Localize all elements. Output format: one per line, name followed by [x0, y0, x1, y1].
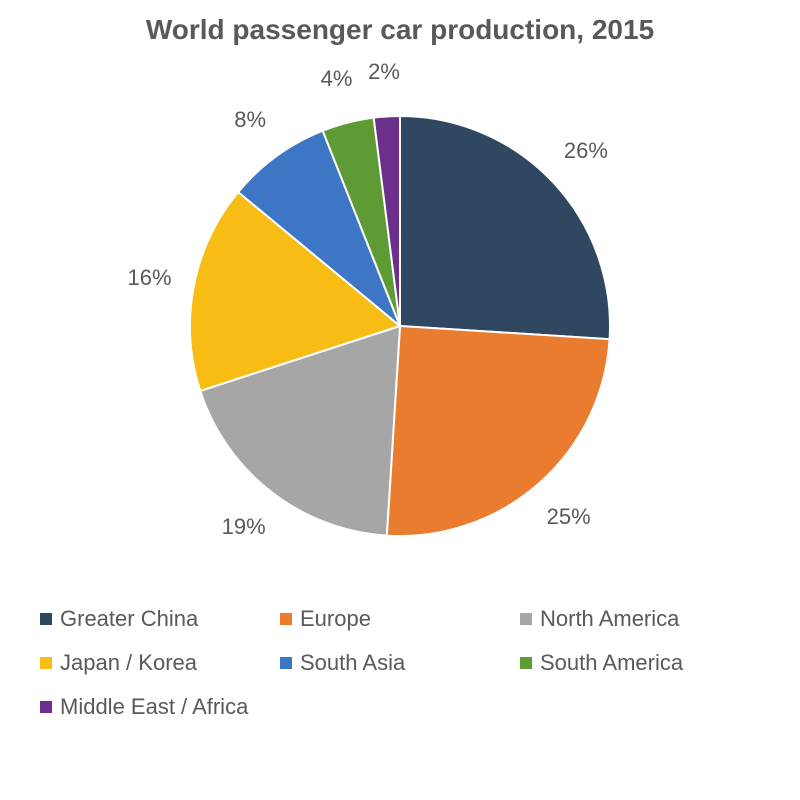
legend-item: Japan / Korea: [40, 650, 280, 676]
slice-label: 25%: [547, 504, 591, 530]
slice-label: 26%: [564, 138, 608, 164]
legend-swatch: [280, 657, 292, 669]
legend-swatch: [520, 657, 532, 669]
slice-label: 16%: [127, 265, 171, 291]
chart-title: World passenger car production, 2015: [0, 0, 800, 46]
legend-label: South America: [540, 650, 683, 676]
pie-svg: [188, 114, 612, 538]
legend-item: North America: [520, 606, 760, 632]
legend-item: South Asia: [280, 650, 520, 676]
legend-label: Middle East / Africa: [60, 694, 248, 720]
legend: Greater China Europe North America Japan / …: [0, 606, 800, 720]
legend-label: Greater China: [60, 606, 198, 632]
slice-label: 19%: [222, 514, 266, 540]
legend-swatch: [40, 701, 52, 713]
legend-item: Middle East / Africa: [40, 694, 280, 720]
slice-label: 8%: [234, 107, 266, 133]
legend-item: Greater China: [40, 606, 280, 632]
legend-swatch: [280, 613, 292, 625]
legend-label: North America: [540, 606, 679, 632]
legend-swatch: [40, 657, 52, 669]
legend-label: South Asia: [300, 650, 405, 676]
legend-swatch: [40, 613, 52, 625]
legend-label: Japan / Korea: [60, 650, 197, 676]
slice-label: 4%: [321, 66, 353, 92]
pie-area: 26% 25% 19% 16% 8% 4% 2%: [0, 46, 800, 606]
slice-label: 2%: [368, 59, 400, 85]
legend-swatch: [520, 613, 532, 625]
legend-item: Europe: [280, 606, 520, 632]
legend-label: Europe: [300, 606, 371, 632]
pie-chart: World passenger car production, 2015 26%…: [0, 0, 800, 800]
legend-item: South America: [520, 650, 760, 676]
